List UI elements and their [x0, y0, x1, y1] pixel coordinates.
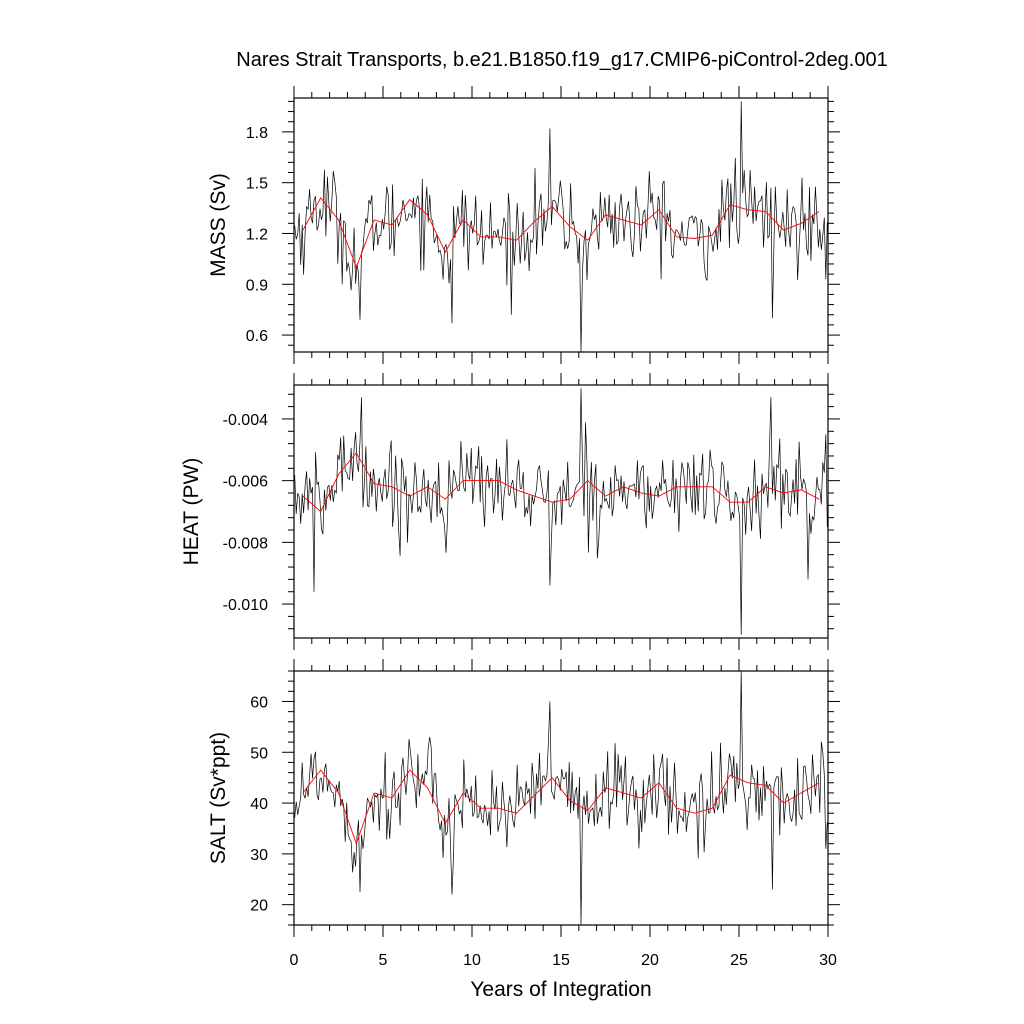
figure-title: Nares Strait Transports, b.e21.B1850.f19…: [236, 49, 887, 71]
x-tick-label: 0: [290, 952, 299, 969]
x-tick-label: 10: [463, 952, 481, 969]
y-tick-label: 0.6: [246, 328, 268, 345]
y-tick-label: -0.010: [223, 597, 268, 614]
y-tick-label: 1.5: [246, 176, 268, 193]
annual-mean-line: [302, 452, 820, 513]
y-tick-label: 20: [250, 898, 268, 915]
panel-3: 60 50 40 30 20 SALT (Sv*ppt) 0 5 10 15 20 25 30: [207, 659, 840, 969]
y-tick-label: 50: [250, 745, 268, 762]
plot-frame: [293, 97, 829, 353]
y-axis-title: HEAT (PW): [180, 458, 203, 566]
annual-mean-line: [302, 769, 820, 846]
x-axis-title: Years of Integration: [470, 978, 651, 1001]
y-tick-label: 0.9: [246, 277, 268, 294]
y-axis-title: MASS (Sv): [207, 173, 230, 277]
y-tick-label: -0.004: [223, 412, 268, 429]
y-tick-label: 1.8: [246, 125, 268, 142]
y-tick-label: 1.2: [246, 226, 268, 243]
y-axis-title: SALT (Sv*ppt): [207, 732, 230, 864]
panel-1: 1.8 1.5 1.2 0.9 0.6 MASS (Sv): [207, 86, 840, 364]
plot-frame: [293, 670, 829, 926]
x-tick-label: 30: [819, 952, 837, 969]
x-tick-label: 25: [730, 952, 748, 969]
y-tick-label: 30: [250, 847, 268, 864]
x-tick-label: 20: [641, 952, 659, 969]
y-tick-label: -0.006: [223, 474, 268, 491]
y-tick-label: -0.008: [223, 535, 268, 552]
monthly-series-line: [294, 671, 828, 925]
annual-mean-line: [302, 197, 820, 269]
monthly-series-line: [294, 388, 828, 635]
y-tick-label: 60: [250, 694, 268, 711]
x-tick-label: 15: [552, 952, 570, 969]
monthly-series-line: [294, 101, 828, 352]
x-tick-label: 5: [379, 952, 388, 969]
panel-2: -0.004 -0.006 -0.008 -0.010 HEAT (PW): [180, 373, 840, 650]
y-tick-label: 40: [250, 796, 268, 813]
